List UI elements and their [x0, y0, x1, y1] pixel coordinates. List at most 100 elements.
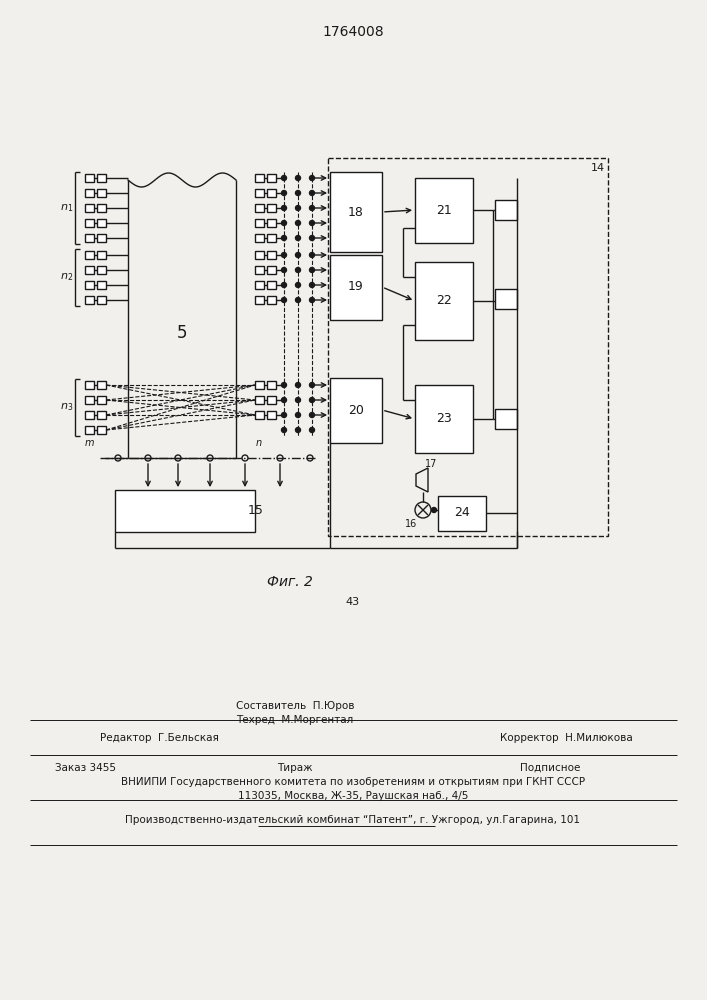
Bar — [85, 189, 94, 197]
Bar — [97, 411, 106, 419]
Bar — [97, 381, 106, 389]
Text: 14: 14 — [591, 163, 605, 173]
Bar — [85, 266, 94, 274]
Circle shape — [296, 412, 300, 418]
Bar — [255, 381, 264, 389]
Bar — [255, 251, 264, 259]
Circle shape — [296, 235, 300, 240]
Text: 15: 15 — [248, 504, 264, 518]
Circle shape — [281, 412, 286, 418]
Bar — [255, 411, 264, 419]
Text: 113035, Москва, Ж-35, Раушская наб., 4/5: 113035, Москва, Ж-35, Раушская наб., 4/5 — [238, 791, 468, 801]
Bar — [438, 496, 486, 531]
Circle shape — [310, 267, 315, 272]
Bar — [255, 219, 264, 227]
Bar — [97, 219, 106, 227]
Bar — [97, 204, 106, 212]
Bar — [85, 234, 94, 242]
Circle shape — [296, 282, 300, 288]
Bar — [97, 234, 106, 242]
Circle shape — [296, 190, 300, 196]
Circle shape — [310, 190, 315, 196]
Bar — [330, 255, 382, 320]
Bar — [255, 281, 264, 289]
Bar — [267, 204, 276, 212]
Text: 17: 17 — [425, 459, 437, 469]
Text: Фиг. 2: Фиг. 2 — [267, 575, 313, 589]
Text: 5: 5 — [177, 324, 187, 342]
Bar — [85, 251, 94, 259]
Bar — [97, 266, 106, 274]
Text: 1764008: 1764008 — [322, 25, 384, 39]
Bar — [267, 266, 276, 274]
Bar — [267, 396, 276, 404]
Circle shape — [310, 282, 315, 288]
Circle shape — [281, 221, 286, 226]
Bar — [330, 172, 382, 252]
Text: $n_3$: $n_3$ — [60, 401, 74, 413]
Text: Подписное: Подписное — [520, 763, 580, 773]
Circle shape — [310, 298, 315, 302]
Circle shape — [310, 382, 315, 387]
Bar — [267, 219, 276, 227]
Circle shape — [310, 176, 315, 180]
Bar — [328, 158, 608, 536]
Circle shape — [281, 267, 286, 272]
Circle shape — [281, 176, 286, 180]
Bar — [85, 219, 94, 227]
Bar — [85, 204, 94, 212]
Bar — [85, 296, 94, 304]
Bar — [415, 178, 473, 243]
Text: Редактор  Г.Бельская: Редактор Г.Бельская — [100, 733, 219, 743]
Text: 21: 21 — [436, 204, 452, 217]
Circle shape — [310, 206, 315, 211]
Bar — [85, 281, 94, 289]
Circle shape — [281, 428, 286, 432]
Circle shape — [281, 190, 286, 196]
Bar — [97, 174, 106, 182]
Circle shape — [296, 267, 300, 272]
Bar — [85, 426, 94, 434]
Bar — [495, 200, 517, 220]
Text: 16: 16 — [405, 519, 417, 529]
Bar — [85, 396, 94, 404]
Bar — [97, 426, 106, 434]
Bar — [255, 396, 264, 404]
Text: ВНИИПИ Государственного комитета по изобретениям и открытиям при ГКНТ СССР: ВНИИПИ Государственного комитета по изоб… — [121, 777, 585, 787]
Bar — [495, 289, 517, 309]
Circle shape — [281, 298, 286, 302]
Bar — [255, 266, 264, 274]
Bar — [97, 296, 106, 304]
Bar — [85, 381, 94, 389]
Bar — [267, 296, 276, 304]
Text: 19: 19 — [348, 280, 364, 294]
Bar — [255, 204, 264, 212]
Circle shape — [281, 235, 286, 240]
Circle shape — [310, 221, 315, 226]
Circle shape — [310, 235, 315, 240]
Bar — [267, 189, 276, 197]
Text: 18: 18 — [348, 206, 364, 219]
Circle shape — [296, 176, 300, 180]
Bar — [267, 234, 276, 242]
Circle shape — [281, 206, 286, 211]
Bar — [255, 296, 264, 304]
Circle shape — [281, 397, 286, 402]
Bar — [415, 262, 473, 340]
Circle shape — [296, 382, 300, 387]
Circle shape — [310, 412, 315, 418]
Text: $n_1$: $n_1$ — [60, 202, 74, 214]
Text: 20: 20 — [348, 403, 364, 416]
Circle shape — [296, 221, 300, 226]
Text: n: n — [256, 438, 262, 448]
Text: 23: 23 — [436, 412, 452, 426]
Circle shape — [281, 282, 286, 288]
Circle shape — [310, 252, 315, 257]
Circle shape — [310, 397, 315, 402]
Text: 22: 22 — [436, 294, 452, 308]
Text: Производственно-издательский комбинат “Патент”, г. Ужгород, ул.Гагарина, 101: Производственно-издательский комбинат “П… — [126, 815, 580, 825]
Bar — [97, 189, 106, 197]
Text: Техред  М.Моргентал: Техред М.Моргентал — [236, 715, 354, 725]
Circle shape — [296, 252, 300, 257]
Bar — [115, 490, 255, 532]
